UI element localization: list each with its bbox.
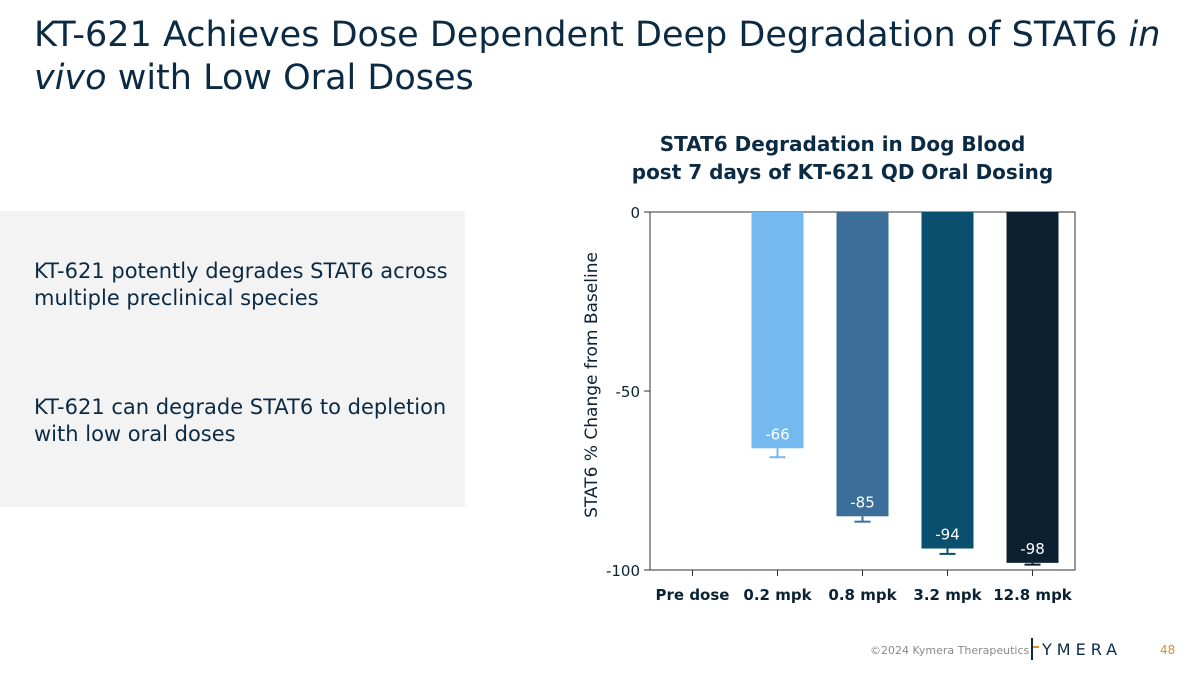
bullet-1: KT-621 potently degrades STAT6 across mu…	[34, 259, 448, 310]
title-italic: in vivo	[34, 15, 1161, 98]
page-number: 48	[1160, 643, 1176, 657]
bar-4	[1006, 212, 1059, 563]
bar-2	[836, 212, 889, 517]
bullet-2: KT-621 can degrade STAT6 to depletion wi…	[34, 395, 447, 446]
copyright: ©2024 Kymera Therapeutics	[870, 644, 1030, 657]
logo-mark-icon	[1030, 638, 1039, 660]
x-tick-label-0: Pre dose	[656, 586, 730, 604]
chart-title: STAT6 Degradation in Dog Blood post 7 da…	[620, 130, 1065, 186]
bar-1	[751, 212, 804, 449]
slide-title: KT-621 Achieves Dose Dependent Deep Degr…	[34, 14, 1164, 100]
x-tick-label-4: 12.8 mpk	[993, 586, 1073, 604]
data-label-1: -66	[765, 425, 790, 443]
data-label-2: -85	[850, 493, 875, 511]
bullet-panel	[0, 211, 465, 507]
y-tick-label-1: -50	[616, 383, 641, 401]
y-tick-label-2: -100	[606, 562, 640, 580]
data-label-4: -98	[1020, 540, 1045, 558]
x-tick-label-3: 3.2 mpk	[913, 586, 982, 604]
title-rest: with Low Oral Doses	[106, 58, 474, 98]
x-tick-label-1: 0.2 mpk	[743, 586, 812, 604]
kymera-logo: YMERA	[1030, 634, 1122, 664]
x-tick-label-2: 0.8 mpk	[828, 586, 897, 604]
y-tick-label-0: 0	[630, 204, 640, 222]
logo-text: YMERA	[1042, 639, 1123, 659]
title-main: KT-621 Achieves Dose Dependent Deep Degr…	[34, 15, 1129, 55]
chart-title-line-2: post 7 days of KT-621 QD Oral Dosing	[631, 160, 1054, 184]
bar-3	[921, 212, 974, 549]
data-label-3: -94	[935, 526, 960, 544]
chart-title-line-1: STAT6 Degradation in Dog Blood	[659, 132, 1026, 156]
